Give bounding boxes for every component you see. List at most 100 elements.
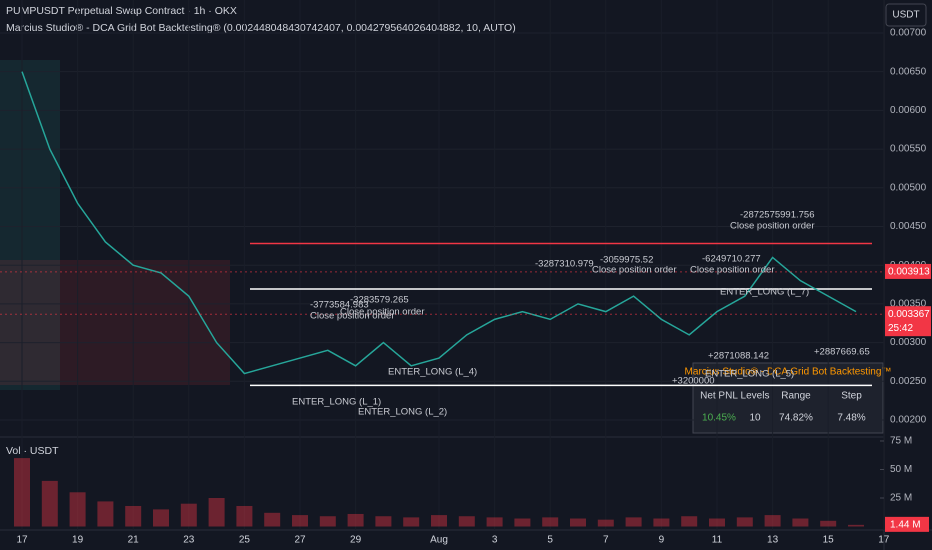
- stats-table: Marcius Studio® - DCA Grid Bot Backtesti…: [685, 362, 892, 434]
- volume-bar: [570, 518, 586, 527]
- price-label-box: [885, 263, 931, 279]
- volume-bar: [125, 505, 142, 527]
- price-label: 0.003913: [888, 267, 930, 278]
- annotation: +2871088.142: [708, 351, 769, 362]
- volume-bar: [14, 458, 30, 527]
- table-cell: 7.48%: [837, 413, 865, 424]
- table-cell: 74.82%: [779, 413, 813, 424]
- annotation: -3059975.52: [600, 255, 653, 266]
- volume-bar: [681, 516, 698, 527]
- x-tick-label: 13: [767, 535, 779, 546]
- y-tick-label: 0.00500: [890, 182, 927, 193]
- volume-bar: [597, 519, 614, 527]
- annotation: -3773584.983: [310, 300, 369, 311]
- x-tick-label: 11: [712, 535, 723, 546]
- annotation: Close position order: [730, 221, 815, 232]
- y-tick-label: 0.00250: [890, 376, 927, 387]
- price-line: [21, 71, 857, 375]
- y-tick-label: 0.00450: [890, 221, 927, 232]
- x-tick-label: 27: [294, 535, 306, 546]
- x-tick-label: 3: [492, 535, 498, 546]
- volume-bar: [375, 516, 392, 527]
- currency-button[interactable]: [885, 3, 927, 27]
- x-tick-label: 9: [659, 535, 665, 546]
- volume-tick-label: 50 M: [890, 464, 912, 475]
- annotation: -3287310.979: [535, 259, 594, 270]
- table-header: Step: [841, 391, 862, 402]
- volume-bar: [848, 524, 864, 527]
- volume-label: Vol · USDT: [6, 445, 59, 457]
- table-cell: 10.45%: [702, 413, 736, 424]
- volume-bar: [736, 517, 753, 527]
- table-header: Levels: [741, 391, 770, 402]
- volume-bar: [97, 501, 114, 527]
- volume-bar: [625, 517, 642, 527]
- annotation: -2872575991.756: [740, 210, 815, 221]
- y-tick-label: 0.00650: [890, 66, 927, 77]
- annotation: ENTER_LONG (L_7): [720, 287, 809, 298]
- volume-bar: [208, 497, 225, 527]
- y-tick-label: 0.00600: [890, 105, 927, 116]
- table-title: Marcius Studio® - DCA Grid Bot Backtesti…: [685, 367, 892, 378]
- x-tick-label: 23: [183, 535, 195, 546]
- annotation: ENTER_LONG (L_1): [292, 397, 381, 408]
- countdown: 25:42: [888, 323, 913, 334]
- annotation: ENTER_LONG (L_4): [388, 367, 477, 378]
- volume-bar: [347, 513, 364, 527]
- volume-bar: [264, 512, 281, 527]
- volume-bar: [403, 517, 420, 527]
- volume-bar: [319, 516, 336, 527]
- volume-bar: [764, 515, 781, 527]
- x-tick-label: 5: [547, 535, 553, 546]
- x-tick-label: 17: [16, 535, 28, 546]
- annotation: +2887669.65: [814, 347, 870, 358]
- currency-label[interactable]: USDT: [892, 10, 919, 21]
- volume-last-label: 1.44 M: [890, 519, 921, 530]
- volume-bar: [180, 503, 197, 527]
- y-tick-label: 0.00350: [890, 299, 927, 310]
- volume-bar: [542, 517, 559, 527]
- annotation: Close position order: [690, 265, 775, 276]
- x-tick-label: 17: [878, 535, 890, 546]
- volume-bar: [153, 509, 169, 527]
- y-tick-label: 0.00200: [890, 415, 927, 426]
- y-tick-label: 0.00550: [890, 144, 927, 155]
- volume-bar: [709, 518, 725, 527]
- volume-bar: [41, 480, 58, 527]
- table-box: [692, 362, 884, 434]
- x-tick-label: 25: [239, 535, 251, 546]
- x-tick-label: Aug: [430, 535, 448, 546]
- annotation: -3283579.265: [350, 295, 409, 306]
- volume-bar: [458, 516, 475, 527]
- x-tick-label: 7: [603, 535, 609, 546]
- x-tick-label: 19: [72, 535, 84, 546]
- table-header: Net PNL: [700, 391, 738, 402]
- annotation: -6249710.277: [702, 254, 761, 265]
- y-tick-label: 0.00700: [890, 28, 927, 39]
- table-header: Range: [781, 391, 811, 402]
- annotation: ENTER_LONG (L_2): [358, 407, 447, 418]
- symbol-title: PUMPUSDT Perpetual Swap Contract · 1h · …: [6, 5, 237, 17]
- annotation: Close position order: [592, 265, 677, 276]
- volume-profile-high: [0, 260, 230, 385]
- volume-bar: [653, 518, 670, 527]
- volume-bar: [820, 520, 837, 527]
- volume-bar: [514, 518, 531, 527]
- volume-profile: [0, 60, 60, 390]
- volume-bar: [69, 492, 86, 527]
- volume-bar: [236, 505, 253, 527]
- x-tick-label: 21: [128, 535, 140, 546]
- x-tick-label: 15: [823, 535, 835, 546]
- volume-bar: [792, 518, 809, 527]
- volume-bar: [292, 515, 308, 527]
- x-tick-label: 29: [350, 535, 362, 546]
- volume-last-box: [885, 516, 929, 532]
- table-cell: 10: [749, 413, 761, 424]
- annotation: ENTER_LONG (L_5): [705, 369, 794, 380]
- volume-tick-label: 25 M: [890, 493, 912, 504]
- price-label: 0.003367: [888, 309, 930, 320]
- y-tick-label: 0.00300: [890, 337, 927, 348]
- annotation: +3200000: [672, 376, 715, 387]
- volume-bar: [431, 515, 447, 527]
